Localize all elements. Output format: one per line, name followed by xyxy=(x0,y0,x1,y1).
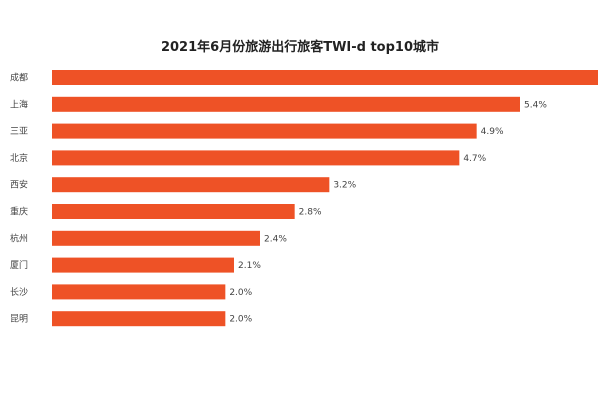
value-label: 4.9% xyxy=(481,127,504,137)
category-label: 杭州 xyxy=(10,232,28,244)
bar-4 xyxy=(52,150,460,166)
bar-10 xyxy=(52,311,226,327)
chart-title: 2021年6月份旅游出行旅客TWI-d top10城市 xyxy=(160,40,440,55)
value-label: 5.4% xyxy=(524,100,547,110)
category-label: 北京 xyxy=(10,152,28,164)
bar-2 xyxy=(52,96,520,112)
bar-5 xyxy=(52,177,330,193)
category-label: 厦门 xyxy=(10,259,28,271)
bar-9 xyxy=(52,284,226,300)
value-label: 4.7% xyxy=(463,154,486,164)
value-label: 3.2% xyxy=(333,181,356,191)
value-label: 2.4% xyxy=(264,234,287,244)
value-label: 2.1% xyxy=(238,261,261,271)
category-label: 三亚 xyxy=(10,126,28,137)
category-label: 西安 xyxy=(10,179,28,191)
bar-3 xyxy=(52,123,477,139)
category-label: 长沙 xyxy=(10,286,28,298)
value-label: 2.0% xyxy=(229,315,252,325)
category-label: 成都 xyxy=(10,72,28,84)
category-label: 上海 xyxy=(10,98,28,110)
value-label: 2.8% xyxy=(299,208,322,218)
category-label: 重庆 xyxy=(10,206,28,218)
bar-1 xyxy=(52,70,598,85)
category-label: 昆明 xyxy=(10,314,28,325)
bar-6 xyxy=(52,204,295,219)
bar-7 xyxy=(52,230,260,246)
bar-8 xyxy=(52,257,234,273)
value-label: 2.0% xyxy=(229,288,252,298)
